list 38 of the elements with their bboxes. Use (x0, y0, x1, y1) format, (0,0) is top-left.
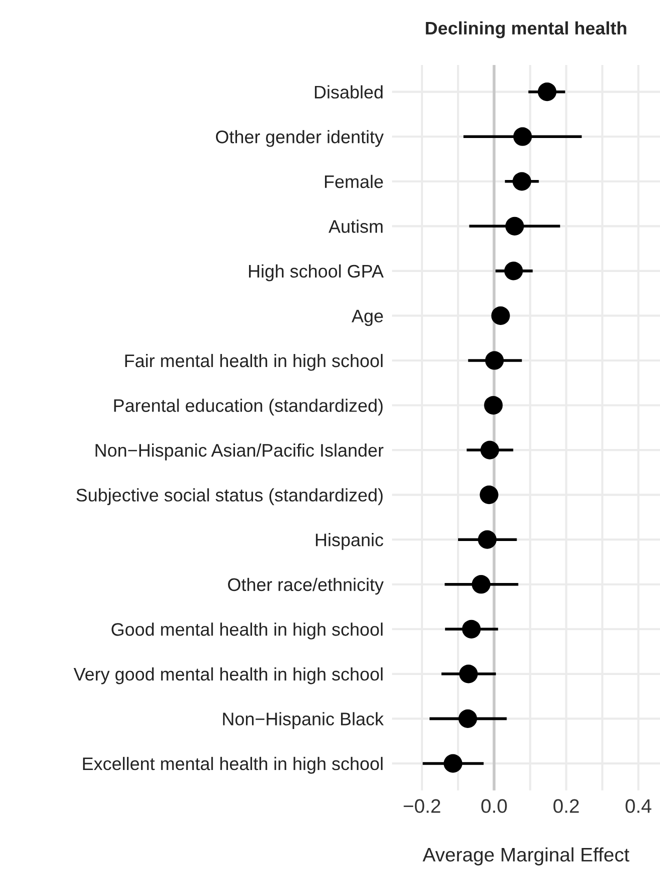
x-tick-label: 0.4 (626, 799, 652, 813)
x-tick-label: 0.0 (481, 799, 507, 813)
point (513, 127, 532, 146)
y-tick-label: Very good mental health in high school (74, 667, 383, 684)
y-tick-label: Female (324, 174, 383, 188)
point (444, 754, 462, 773)
point (484, 396, 503, 415)
y-tick-label: Non−Hispanic Asian/Pacific Islander (96, 443, 384, 460)
point (491, 306, 510, 326)
point (459, 664, 478, 684)
chart-title: Declining mental health (426, 21, 626, 38)
y-tick-label: Fair mental health in high school (125, 354, 383, 371)
point (505, 216, 524, 236)
point (462, 620, 481, 638)
y-tick-label: Hispanic (316, 533, 384, 550)
y-tick-label: Autism (328, 220, 383, 233)
point (538, 82, 556, 102)
point (485, 351, 504, 370)
y-tick-label: Subjective social status (standardized) (76, 488, 383, 506)
y-tick-label: Good mental health in high school (112, 622, 383, 640)
point (480, 440, 500, 460)
y-tick-label: Other race/ethnicity (228, 578, 384, 595)
point (512, 172, 532, 191)
x-axis-title: Average Marginal Effect (422, 847, 630, 866)
y-tick-label: Non−Hispanic Black (223, 712, 384, 729)
y-tick-label: Age (352, 310, 383, 326)
point (480, 485, 498, 504)
x-tick-label: 0.2 (553, 799, 579, 813)
y-tick-label: Disabled (314, 85, 383, 99)
y-tick-label: High school GPA (249, 264, 384, 282)
y-tick-label: Excellent mental health in high school (83, 756, 383, 774)
point (478, 530, 497, 549)
point (472, 575, 490, 594)
point (504, 262, 523, 280)
y-tick-label: Other gender identity (216, 130, 384, 147)
point (458, 709, 478, 728)
y-tick-label: Parental education (standardized) (114, 398, 383, 416)
x-tick-label: −0.2 (404, 799, 440, 813)
